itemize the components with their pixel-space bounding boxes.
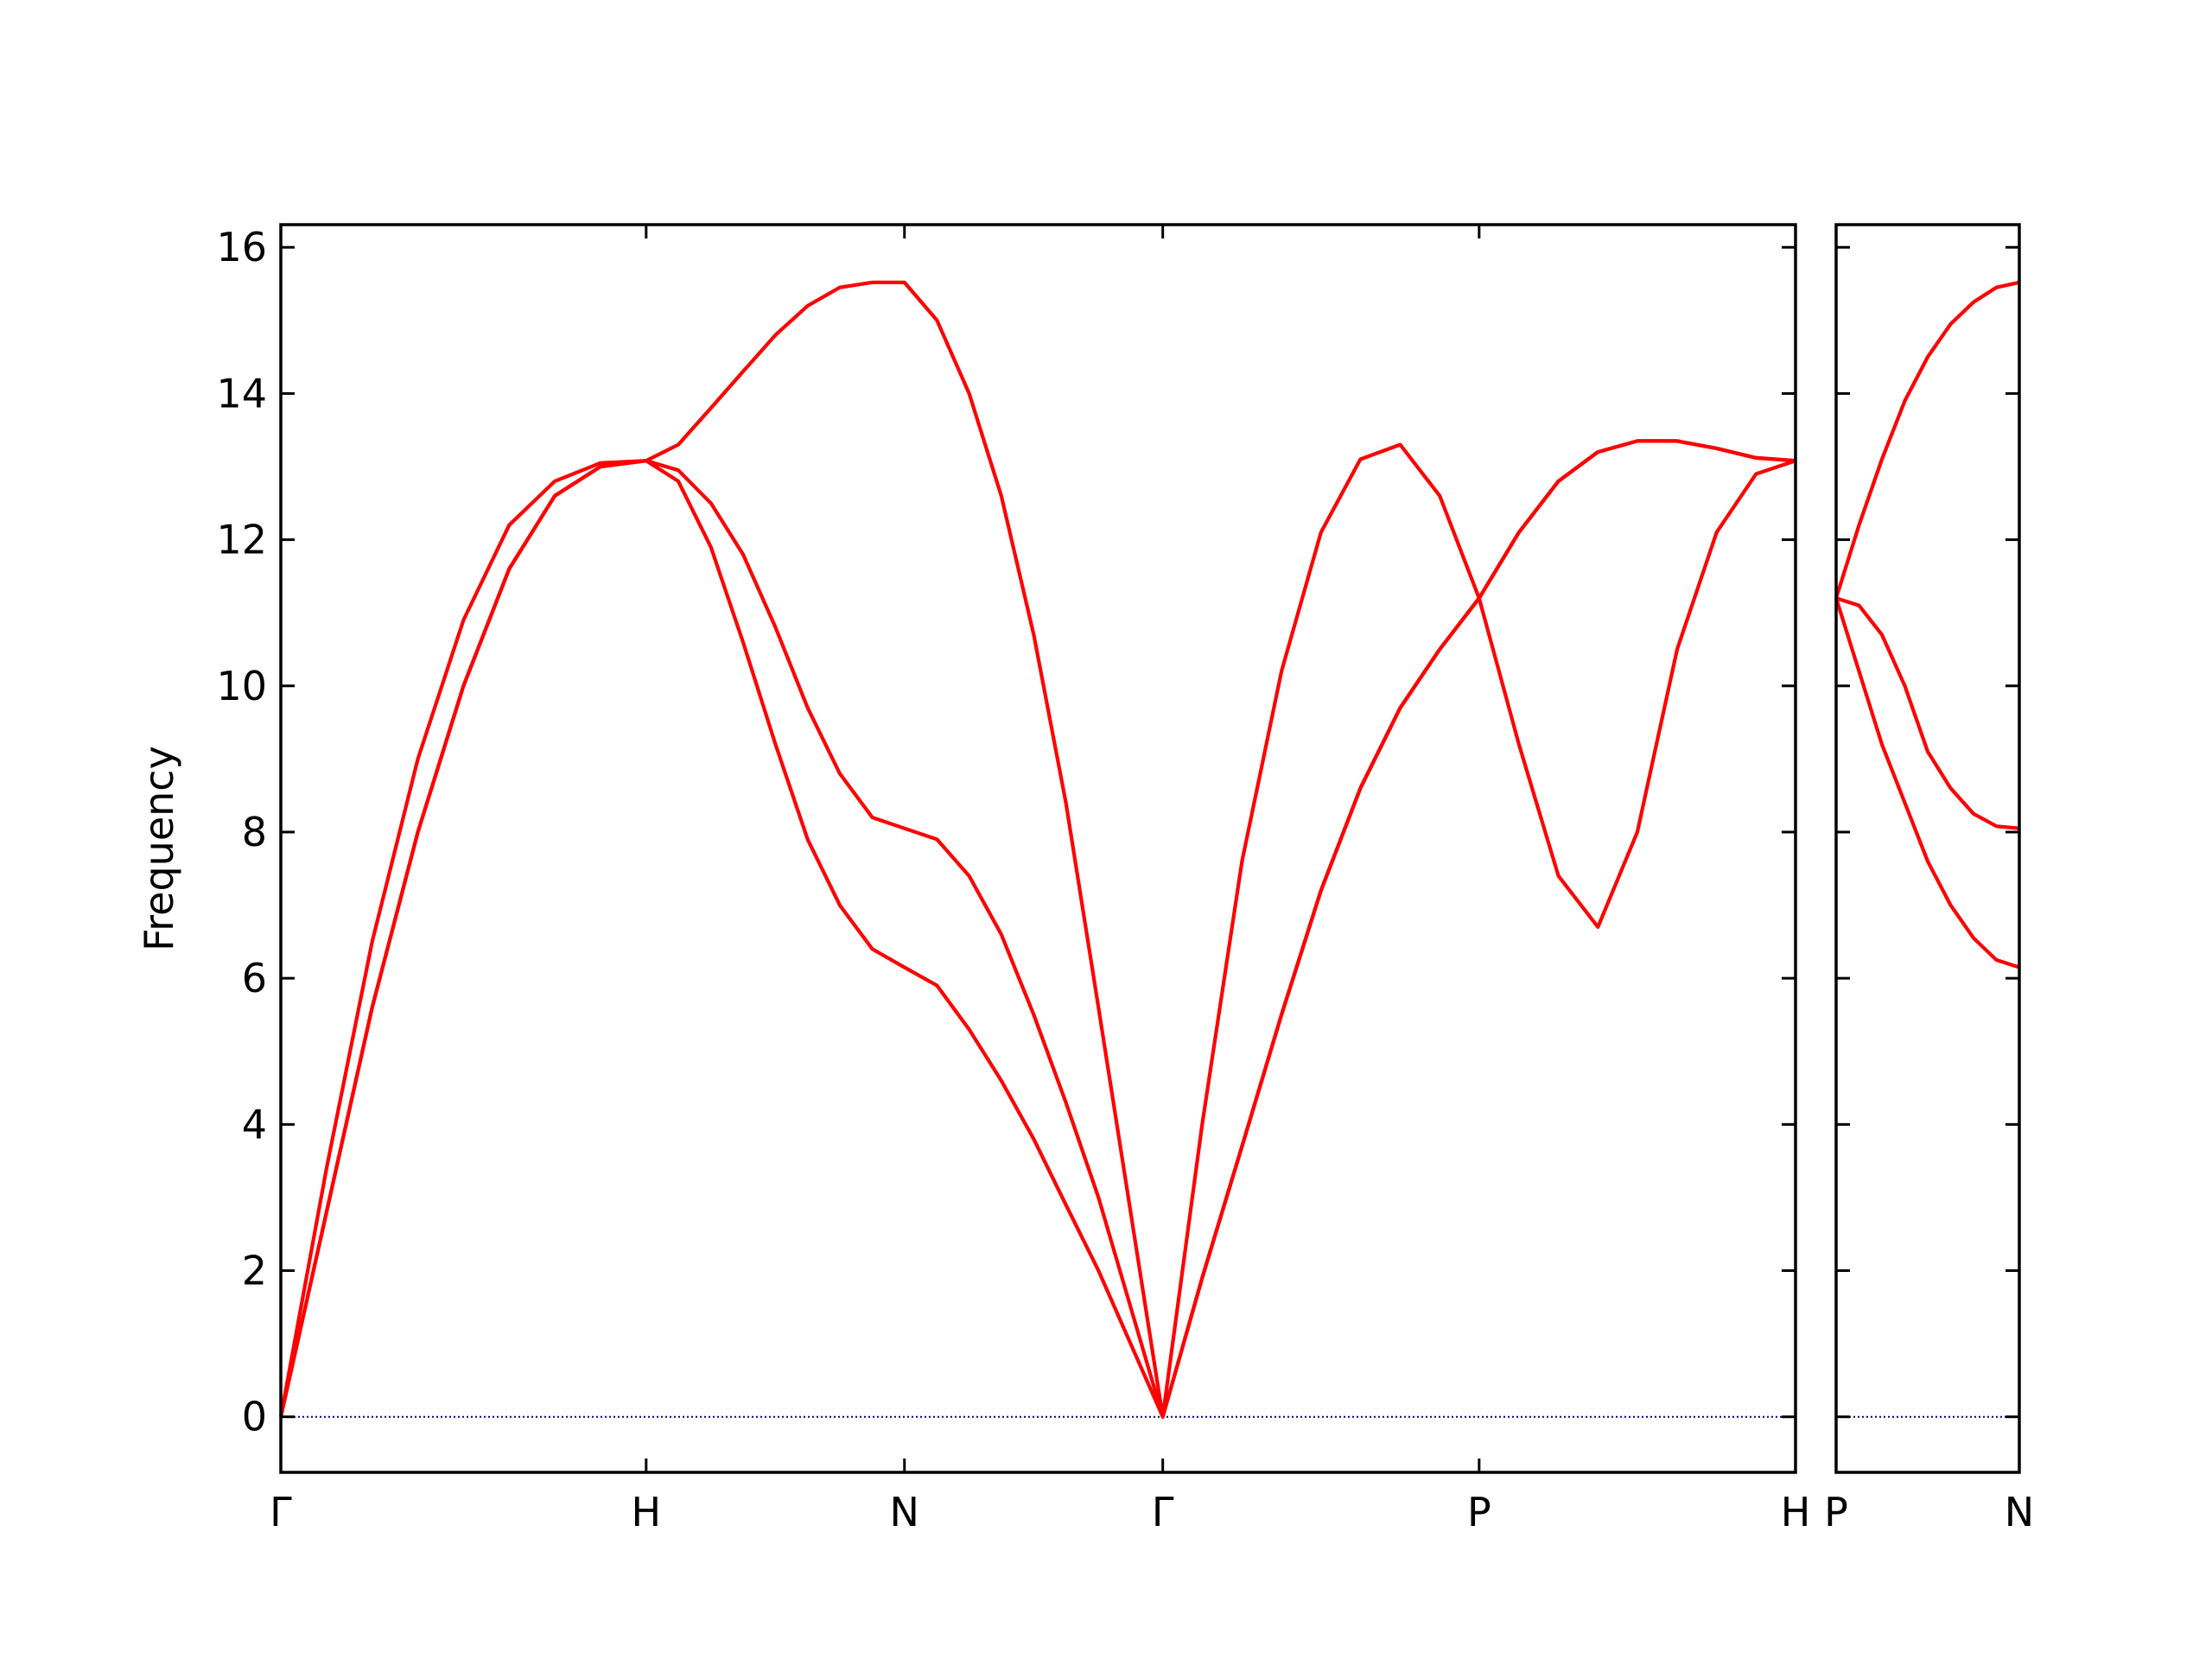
y-axis-label: Frequency <box>136 746 182 951</box>
x-tick-label: Γ <box>1152 1489 1174 1535</box>
axes-frame <box>279 223 1797 1474</box>
y-tick-label: 2 <box>242 1248 267 1294</box>
x-tick-label: H <box>632 1489 662 1535</box>
x-tick-label: P <box>1467 1489 1491 1535</box>
axes-frame <box>1834 223 2021 1474</box>
y-tick-label: 12 <box>216 517 267 563</box>
x-tick-label: Γ <box>270 1489 292 1535</box>
band-line <box>1834 597 2020 969</box>
y-tick-label: 4 <box>242 1101 267 1147</box>
x-tick-label: H <box>1781 1489 1811 1535</box>
y-tick-label: 16 <box>216 224 267 270</box>
band-line <box>278 280 1796 1419</box>
band-line <box>1834 280 2020 599</box>
x-tick-label: N <box>890 1489 919 1535</box>
band-line <box>1835 596 2020 830</box>
y-tick-label: 0 <box>242 1394 267 1440</box>
x-tick-label: P <box>1824 1489 1848 1535</box>
y-tick-label: 10 <box>216 663 267 709</box>
x-tick-label: N <box>2005 1489 2034 1535</box>
y-tick-label: 6 <box>242 955 267 1001</box>
y-tick-label: 14 <box>216 370 267 416</box>
y-tick-label: 8 <box>242 809 267 855</box>
